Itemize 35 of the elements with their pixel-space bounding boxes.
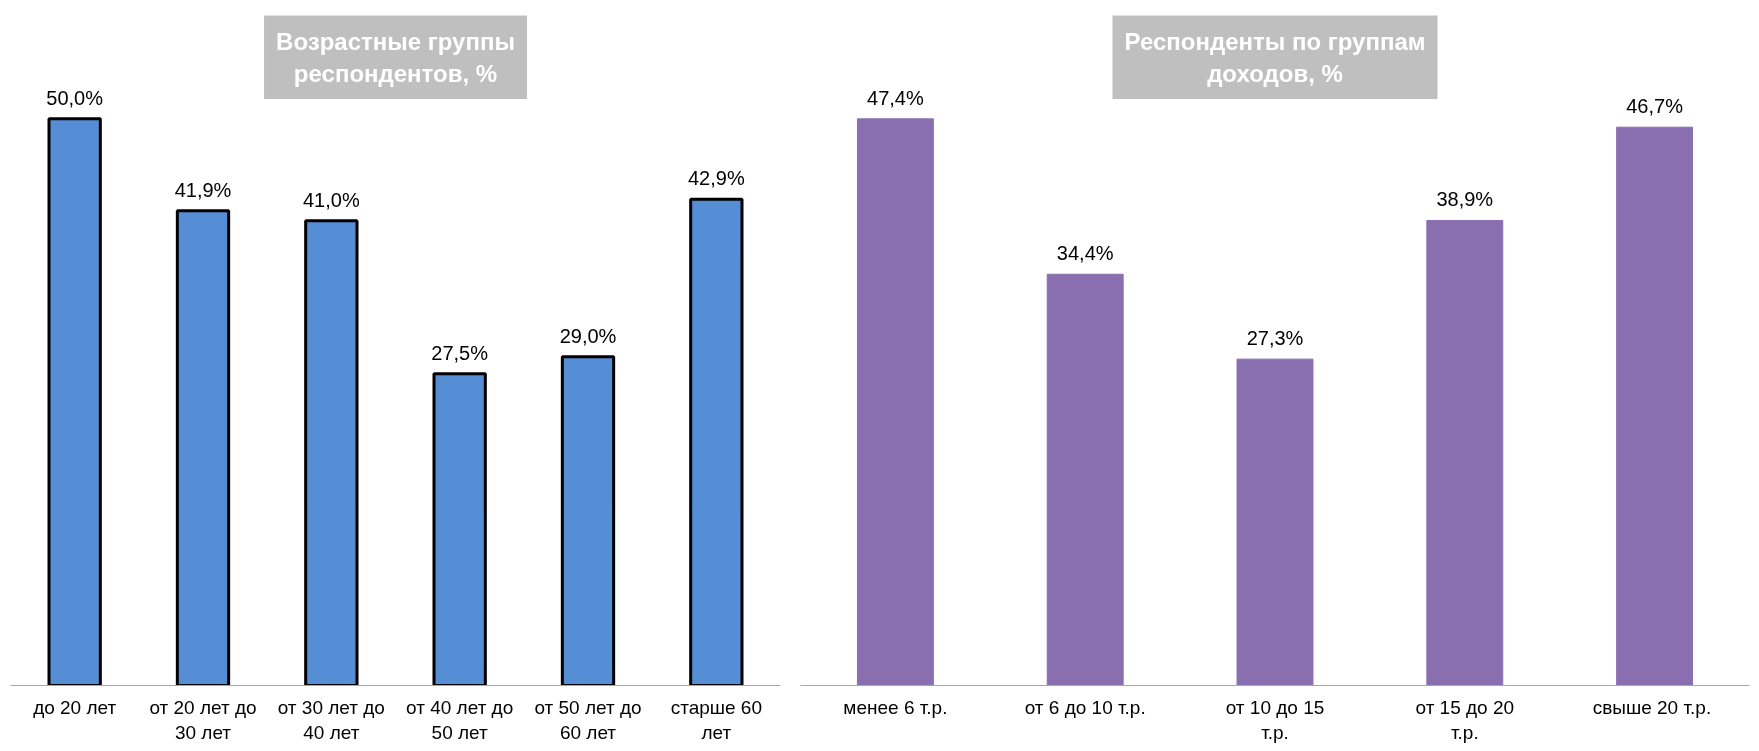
data-label: 50,0% [46, 86, 104, 109]
bar [1616, 126, 1694, 686]
bar [689, 197, 744, 686]
x-tick-label: от 10 до 15 т.р. [1225, 696, 1325, 743]
x-tick-label: старше 60 лет [670, 696, 763, 743]
data-label: 27,5% [431, 341, 489, 364]
chart-title: Возрастные группы респондентов, % [276, 27, 515, 87]
bar [432, 372, 487, 686]
x-tick-label: от 20 лет до 30 лет [149, 696, 257, 743]
bar [856, 118, 934, 686]
data-label: 47,4% [867, 86, 924, 109]
bar [560, 355, 616, 686]
data-label: 29,0% [559, 324, 617, 347]
x-tick-label: от 6 до 10 т.р. [1024, 696, 1146, 718]
x-tick-label: менее 6 т.р. [843, 696, 948, 718]
x-tick-label: от 30 лет до 40 лет [277, 696, 385, 743]
x-tick-label: до 20 лет [33, 696, 117, 718]
bar [1426, 219, 1504, 686]
data-label: 41,0% [302, 188, 360, 211]
x-tick-label: от 40 лет до 50 лет [406, 696, 514, 743]
x-tick-label: от 15 до 20 т.р. [1415, 696, 1515, 743]
bar [175, 209, 231, 686]
bar [1236, 358, 1314, 686]
chart-title: Респонденты по группам доходов, % [1124, 27, 1426, 87]
data-label: 42,9% [687, 167, 745, 190]
data-label: 34,4% [1056, 242, 1114, 265]
bar [1046, 273, 1124, 686]
x-tick-label: от 50 лет до 60 лет [534, 696, 642, 743]
data-label: 41,9% [174, 178, 232, 201]
data-label: 27,3% [1246, 327, 1304, 350]
data-label: 38,9% [1436, 188, 1494, 211]
bar [304, 219, 359, 686]
bar [47, 117, 102, 686]
x-tick-label: свыше 20 т.р. [1592, 696, 1712, 718]
data-label: 46,7% [1626, 95, 1684, 118]
